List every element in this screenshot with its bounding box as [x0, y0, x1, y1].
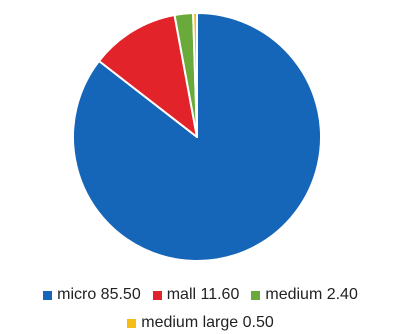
- legend-swatch-medium-large: [127, 318, 137, 328]
- legend-row-1: micro 85.50 mall 11.60 medium 2.40: [0, 286, 401, 304]
- legend-label-medium-large: medium large 0.50: [141, 314, 274, 331]
- legend-row-2: medium large 0.50: [0, 314, 401, 332]
- legend-label-medium: medium 2.40: [265, 286, 358, 303]
- legend-item-micro[interactable]: micro 85.50: [43, 286, 141, 304]
- legend-swatch-micro: [43, 290, 53, 300]
- legend-item-medium-large[interactable]: medium large 0.50: [127, 314, 274, 332]
- legend-item-mall[interactable]: mall 11.60: [152, 286, 240, 304]
- legend-label-micro: micro 85.50: [57, 286, 141, 303]
- pie-slice-medium-large[interactable]: [192, 11, 198, 138]
- legend-label-mall: mall 11.60: [166, 286, 240, 303]
- pie-slice-mall[interactable]: [98, 14, 198, 138]
- legend-item-medium[interactable]: medium 2.40: [251, 286, 358, 304]
- legend-swatch-mall: [152, 290, 162, 300]
- legend-swatch-medium: [251, 290, 261, 300]
